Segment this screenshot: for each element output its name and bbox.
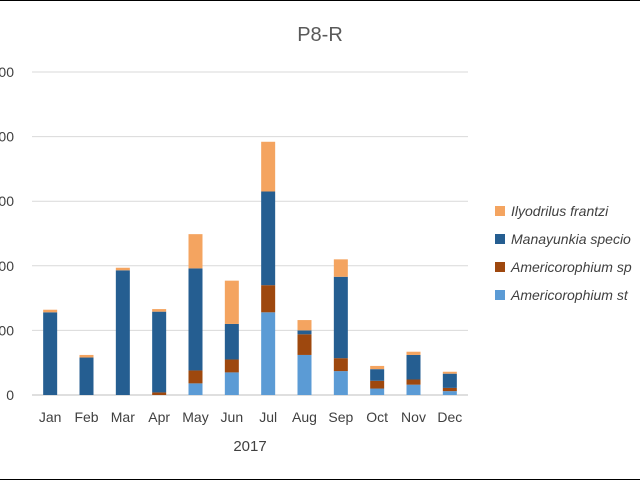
x-axis-ticks: Jan Feb Mar Apr May Jun Jul Aug Sep Oct Nov Dec xyxy=(39,409,462,425)
bar-stack-jun xyxy=(224,280,239,395)
bar-segment-2 xyxy=(406,354,421,380)
bar-segment-3 xyxy=(224,280,239,324)
bar-stack-apr xyxy=(152,309,167,395)
bar-segment-0 xyxy=(261,312,276,395)
bar-segment-1 xyxy=(370,380,385,389)
legend: Ilyodrilus frantzi Manayunkia specio Ameri… xyxy=(495,203,632,303)
bar-stack-sep xyxy=(333,259,348,395)
x-tick-label: May xyxy=(182,409,208,425)
bar-segment-3 xyxy=(370,365,385,370)
bar-segment-1 xyxy=(333,358,348,372)
bar-stack-may xyxy=(188,234,203,395)
x-tick-label: Mar xyxy=(111,409,135,425)
bar-stack-aug xyxy=(297,320,312,395)
bar-stack-jul xyxy=(261,141,276,395)
bar-stack-oct xyxy=(370,365,385,395)
bar-segment-2 xyxy=(370,369,385,381)
bar-segment-0 xyxy=(333,371,348,395)
legend-swatch xyxy=(495,262,505,272)
bar-segment-2 xyxy=(188,268,203,371)
bar-segment-0 xyxy=(224,372,239,395)
bar-stack-mar xyxy=(115,267,130,395)
bar-segment-2 xyxy=(442,373,457,388)
bar-stack-dec xyxy=(442,371,457,395)
x-tick-label: Dec xyxy=(437,409,462,425)
legend-swatch xyxy=(495,234,505,244)
legend-label: Americorophium sp xyxy=(510,259,632,275)
bar-segment-2 xyxy=(224,323,239,360)
x-tick-label: Apr xyxy=(148,409,170,425)
bar-segment-1 xyxy=(188,370,203,384)
bar-stack-feb xyxy=(79,354,94,395)
x-tick-label: Jul xyxy=(259,409,277,425)
bar-segment-1 xyxy=(406,379,421,385)
bar-segment-1 xyxy=(442,387,457,392)
y-tick-label: 00 xyxy=(0,258,14,274)
grid-lines xyxy=(32,71,468,396)
y-tick-label: 0 xyxy=(6,387,14,403)
legend-label: Manayunkia specio xyxy=(511,231,631,247)
chart-title: P8-R xyxy=(297,24,343,46)
bar-segment-2 xyxy=(115,270,130,395)
legend-label: Ilyodrilus frantzi xyxy=(511,203,609,219)
y-tick-label: 00 xyxy=(0,322,14,338)
bar-segment-3 xyxy=(406,351,421,355)
x-tick-label: Jan xyxy=(39,409,62,425)
bar-segment-3 xyxy=(188,234,203,269)
x-tick-label: Nov xyxy=(401,409,426,425)
bar-segment-0 xyxy=(442,391,457,395)
bar-segment-2 xyxy=(261,191,276,286)
bar-stack-nov xyxy=(406,351,421,395)
x-axis-label: 2017 xyxy=(233,438,266,455)
y-tick-label: 00 xyxy=(0,64,14,80)
bar-segment-2 xyxy=(152,311,167,393)
bar-segment-2 xyxy=(333,276,348,359)
legend-swatch xyxy=(495,206,505,216)
bar-segment-2 xyxy=(43,312,58,395)
bar-segment-3 xyxy=(43,309,58,313)
bar-segment-0 xyxy=(297,354,312,395)
bar-segment-1 xyxy=(152,392,167,395)
bar-segment-3 xyxy=(333,259,348,277)
bar-segment-3 xyxy=(442,371,457,374)
x-tick-label: Jun xyxy=(221,409,244,425)
bar-segment-3 xyxy=(297,320,312,331)
bar-segment-3 xyxy=(152,309,167,312)
bar-segment-0 xyxy=(370,388,385,395)
y-tick-label: 00 xyxy=(0,129,14,145)
bar-stack-jan xyxy=(43,309,58,395)
bar-segment-2 xyxy=(79,357,94,395)
x-tick-label: Sep xyxy=(328,409,353,425)
x-tick-label: Feb xyxy=(74,409,98,425)
bar-segment-0 xyxy=(406,384,421,395)
x-tick-label: Oct xyxy=(366,409,388,425)
y-tick-label: 00 xyxy=(0,193,14,209)
bar-segment-3 xyxy=(261,141,276,192)
bar-segment-0 xyxy=(188,383,203,395)
bar-segment-2 xyxy=(297,330,312,335)
bar-stacks xyxy=(43,141,457,395)
x-tick-label: Aug xyxy=(292,409,317,425)
bar-segment-3 xyxy=(79,354,94,358)
bar-segment-1 xyxy=(224,359,239,373)
legend-label: Americorophium st xyxy=(510,287,629,303)
bar-segment-1 xyxy=(261,285,276,313)
bar-segment-1 xyxy=(297,334,312,355)
bar-segment-3 xyxy=(115,267,130,271)
legend-swatch xyxy=(495,290,505,300)
